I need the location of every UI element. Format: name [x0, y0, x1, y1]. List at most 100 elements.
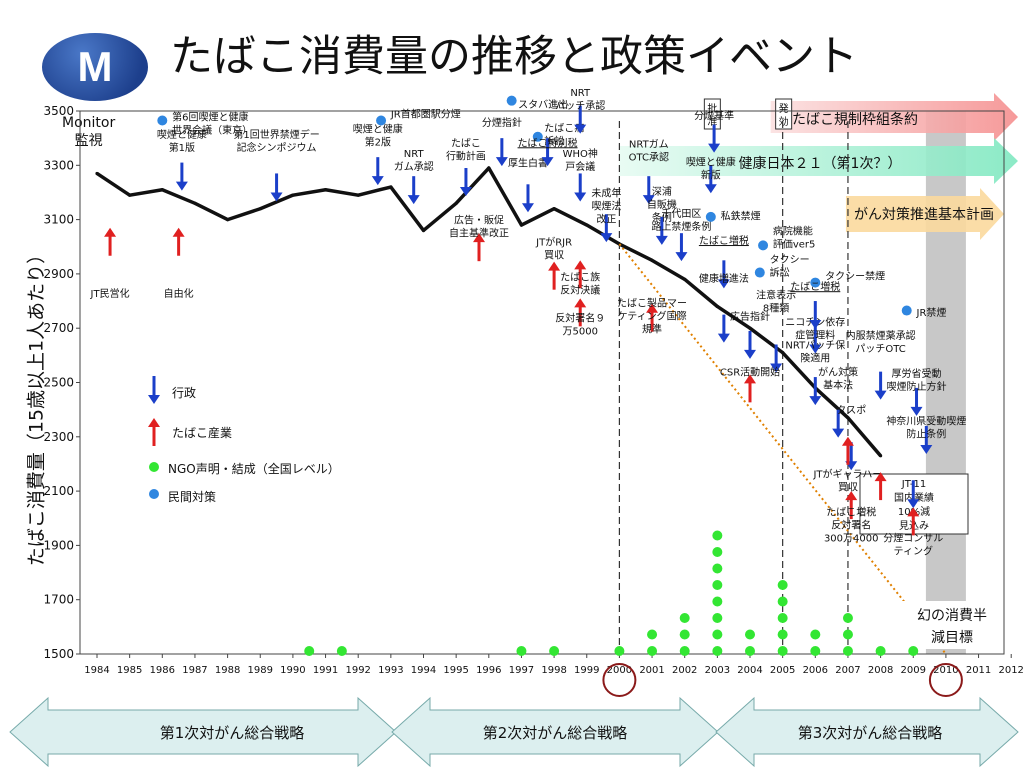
event-label: 厚労省受動: [892, 367, 942, 380]
event-label: 自主基準改正: [449, 227, 509, 240]
event-label: 分煙指針: [482, 116, 522, 129]
strategy-2-label: 第2次対がん総合戦略: [482, 724, 628, 742]
x-tick-label: 1991: [313, 665, 338, 676]
event-label: 私鉄禁煙: [721, 210, 761, 223]
event-label: 自由化: [164, 287, 194, 300]
consumption-point: [781, 351, 785, 355]
x-tick-label: 2006: [803, 665, 828, 676]
event-label: OTC承認: [629, 151, 669, 164]
y-tick-label: 3500: [43, 104, 74, 118]
event-label: 買収: [544, 249, 564, 261]
event-label: 路上禁煙条例: [651, 220, 711, 233]
gov-arrow-head: [574, 124, 587, 134]
circled-year-marker: [928, 663, 963, 697]
legend-private-dot: [149, 489, 159, 499]
event-label: パッチ承認: [555, 99, 605, 112]
event-label: パッチOTC: [855, 343, 905, 355]
event-label: たばこ病: [544, 121, 584, 134]
event-label: ティング: [894, 544, 933, 557]
event-label: 行動計画: [446, 149, 486, 162]
monitor-label: Monitor 監視: [62, 114, 115, 150]
circled-year-marker: [602, 663, 637, 697]
ngo-dot: [810, 646, 821, 656]
event-label: 訴訟: [544, 134, 564, 147]
x-tick-label: 2002: [672, 665, 697, 676]
consumption-point: [291, 193, 295, 197]
event-label: 防止条例: [906, 428, 946, 441]
gov-arrow-head: [717, 279, 730, 289]
event-label: 新版: [701, 168, 721, 181]
ngo-dot: [304, 646, 315, 656]
event-label: 第1版: [169, 141, 195, 154]
x-tick-label: 1995: [443, 665, 468, 676]
gov-arrow-head: [704, 184, 717, 194]
x-tick-label: 1994: [411, 665, 436, 676]
event-label: たばこ特別税: [518, 136, 578, 149]
industry-arrow-head: [841, 436, 854, 446]
event-label: 神奈川県受動喫煙: [886, 415, 966, 428]
monitor-label-line2: 監視: [74, 133, 103, 149]
consumption-point: [323, 188, 328, 192]
industry-arrow-head: [104, 227, 117, 237]
consumption-point: [128, 193, 132, 197]
consumption-point: [258, 207, 262, 211]
gov-arrow-head: [407, 195, 420, 205]
x-tick-label: 2008: [868, 665, 893, 676]
strategy-3: 第3次対がん総合戦略: [716, 702, 1024, 762]
consumption-point: [519, 223, 524, 227]
event-label: 万5000: [562, 326, 597, 337]
consumption-point: [487, 166, 491, 170]
event-label: 喫煙法: [591, 200, 621, 213]
y-tick-label: 2100: [43, 484, 74, 498]
event-label: 喫煙防止方針: [887, 380, 947, 393]
ngo-dot: [712, 580, 723, 590]
ngo-dot: [614, 646, 625, 656]
ngo-dot: [842, 629, 853, 640]
target-label-bg: [896, 601, 1002, 649]
industry-arrow-head: [473, 233, 486, 243]
legend-industry-label: たばこ産業: [172, 426, 233, 440]
event-label: たばこ: [451, 137, 481, 149]
gov-arrow-head: [574, 192, 587, 202]
event-label: 分煙コンサル: [883, 532, 943, 544]
consumption-point: [356, 193, 360, 197]
fctc-banner: [770, 93, 1018, 141]
plot-frame: [79, 110, 1005, 655]
ngo-dot: [516, 646, 527, 656]
private-action-dot: [376, 115, 387, 126]
gov-arrow-head: [655, 235, 668, 245]
industry-arrow-head: [148, 418, 160, 427]
x-tick-label: 1989: [248, 665, 273, 676]
private-action-dot: [810, 277, 821, 288]
ratify-tag-char1: 批: [707, 102, 717, 115]
legend-gov-label: 行政: [172, 386, 197, 400]
ngo-dot: [679, 629, 690, 640]
gov-arrow-head: [371, 176, 384, 186]
x-tick-label: 2001: [639, 665, 664, 676]
private-action-dot: [758, 240, 769, 251]
event-label: 未成年: [591, 187, 621, 200]
event-label: NRTパッチ保: [785, 339, 845, 352]
ngo-dot: [712, 530, 723, 541]
event-label: タスポ: [836, 405, 866, 417]
strategy-1: 第1次対がん総合戦略: [68, 702, 396, 762]
legend-private-label: 民間対策: [168, 490, 217, 504]
consumption-point: [846, 416, 850, 420]
gov-arrow-head: [874, 390, 887, 400]
ngo-dot: [712, 547, 723, 557]
halving-target-line: [618, 243, 947, 655]
consumption-point: [683, 277, 687, 281]
gov-arrow-head: [832, 428, 845, 438]
event-label: NRTガム: [629, 139, 669, 151]
x-tick-label: 1984: [84, 665, 109, 676]
gov-arrow-head: [459, 187, 472, 197]
consumption-point: [650, 258, 654, 262]
event-label: 喫煙と健康: [157, 128, 207, 141]
cancer-plan-label: がん対策推進基本計画: [854, 206, 994, 223]
ngo-dot: [647, 629, 658, 640]
event-label: スタバ進出: [518, 98, 568, 111]
ngo-dot: [647, 646, 658, 656]
strategy-arrow-shape: [715, 696, 1019, 768]
ngo-dot: [712, 596, 723, 607]
x-tick-label: 2011: [966, 665, 991, 676]
